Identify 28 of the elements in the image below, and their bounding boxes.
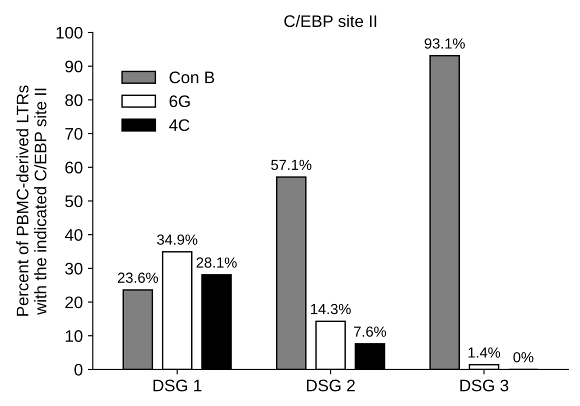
legend-label: Con B: [170, 72, 214, 84]
data-label: 1.4%: [468, 347, 500, 358]
y-tick-label: 40: [64, 229, 82, 241]
data-label: 14.3%: [311, 304, 351, 314]
data-label: 7.6%: [354, 326, 386, 337]
data-label: 57.1%: [271, 160, 312, 170]
y-tick-label: 30: [65, 262, 82, 275]
data-label: 0%: [513, 352, 534, 362]
legend-label: 6G: [170, 95, 190, 108]
chart-title: C/EBP site II: [284, 14, 376, 28]
x-tick-label: DSG 1: [154, 380, 202, 392]
data-label: 93.1%: [424, 38, 465, 49]
legend-label: 4C: [169, 119, 190, 132]
y-tick-label: 50: [65, 195, 82, 208]
data-label: 23.6%: [118, 272, 158, 283]
y-tick-label: 0: [74, 364, 82, 376]
y-tick-label: 80: [65, 94, 82, 106]
y-tick-label: 60: [65, 162, 82, 174]
data-label: 34.9%: [157, 234, 198, 245]
y-tick-label: 10: [66, 330, 82, 342]
y-tick-label: 100: [56, 26, 82, 39]
y-tick-label: 70: [65, 128, 82, 140]
x-tick-label: DSG 2: [306, 380, 355, 392]
data-label: 28.1%: [196, 257, 237, 268]
y-axis-title: Percent of PBMC-derived LTRs with the indicated C/EBP site II: [16, 85, 46, 316]
y-tick-label: 20: [65, 296, 82, 308]
x-tick-label: DSG 3: [460, 380, 508, 392]
y-tick-label: 90: [65, 60, 82, 72]
